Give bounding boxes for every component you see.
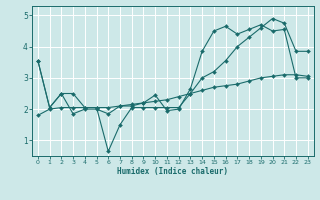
X-axis label: Humidex (Indice chaleur): Humidex (Indice chaleur) (117, 167, 228, 176)
